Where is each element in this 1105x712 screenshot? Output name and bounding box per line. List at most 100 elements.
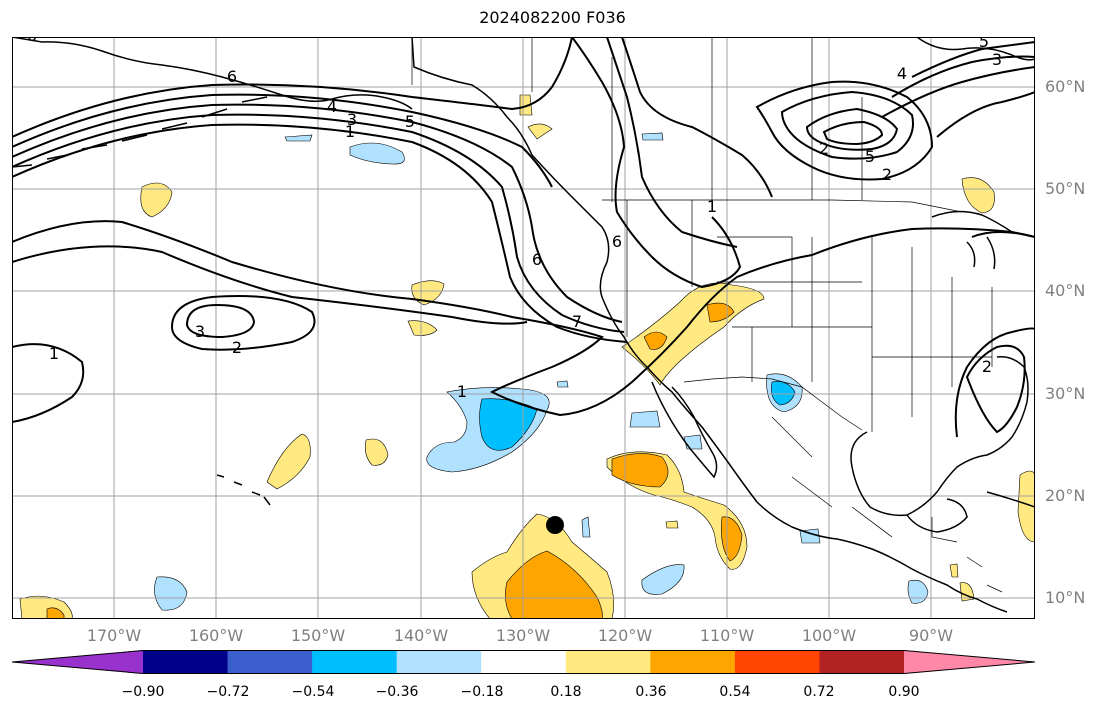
contour-labels: 6 4 3 5 1 6 7 6 5 2 1 3 2 1 2 3 5 4 1 2 … bbox=[27, 37, 1002, 401]
positive-anomaly-patch bbox=[266, 433, 311, 490]
colorbar-tick-label: −0.36 bbox=[375, 684, 419, 700]
graticule bbox=[12, 37, 1035, 619]
negative-anomaly-patch bbox=[284, 134, 313, 142]
colorbar-segment bbox=[481, 650, 567, 674]
longitude-label: 120°W bbox=[597, 626, 653, 645]
negative-anomaly-patch bbox=[771, 381, 796, 406]
contour-label: 6 bbox=[27, 37, 37, 45]
longitude-label: 100°W bbox=[801, 626, 857, 645]
contour-label: 4 bbox=[327, 97, 337, 116]
positive-anomaly-patch bbox=[407, 320, 438, 336]
contour-label: 5 bbox=[405, 112, 415, 131]
contour-line bbox=[954, 231, 1035, 438]
contour-line bbox=[965, 344, 1026, 434]
contour-label: 3 bbox=[347, 110, 357, 129]
contour-label: 5 bbox=[979, 37, 989, 51]
colorbar-tick-label: 0.90 bbox=[888, 684, 920, 700]
colorbar-tick-label: −0.90 bbox=[121, 684, 165, 700]
longitude-label: 130°W bbox=[495, 626, 551, 645]
border-central-america bbox=[931, 517, 1003, 593]
latitude-label: 40°N bbox=[1045, 281, 1086, 300]
latitude-label: 60°N bbox=[1045, 77, 1086, 96]
longitude-label: 140°W bbox=[393, 626, 449, 645]
colorbar-tick-label: 0.36 bbox=[635, 684, 667, 700]
latitude-label: 30°N bbox=[1045, 384, 1086, 403]
contour-line bbox=[891, 55, 1035, 98]
colorbar-segment bbox=[312, 650, 398, 674]
positive-anomaly-patch bbox=[140, 182, 173, 218]
colorbar-extend-high bbox=[904, 650, 1035, 674]
colorbar-segment bbox=[396, 650, 482, 674]
colorbar-tick-label: −0.18 bbox=[460, 684, 504, 700]
negative-anomaly-patch bbox=[581, 516, 591, 538]
longitude-label: 150°W bbox=[290, 626, 346, 645]
contour-label: 3 bbox=[992, 50, 1002, 69]
colorbar bbox=[12, 650, 1035, 674]
contour-line bbox=[12, 343, 85, 423]
longitude-label: 170°W bbox=[86, 626, 142, 645]
contour-line bbox=[780, 90, 914, 160]
contour-label: 2 bbox=[982, 357, 992, 376]
colorbar-tick-label: 0.54 bbox=[719, 684, 751, 700]
colorbar-tick-label: 0.18 bbox=[550, 684, 582, 700]
colorbar-extend-low bbox=[12, 650, 143, 674]
coastline-baja bbox=[651, 381, 718, 479]
contour-label: 2 bbox=[819, 139, 829, 158]
contour-label: 2 bbox=[882, 165, 892, 184]
contour-line bbox=[755, 80, 934, 181]
border-canada-provinces bbox=[531, 37, 863, 202]
contour-line bbox=[805, 107, 899, 151]
contour-label: 6 bbox=[227, 67, 237, 86]
contour-line bbox=[571, 37, 742, 289]
negative-anomaly-patch bbox=[556, 380, 569, 388]
contour-line bbox=[822, 120, 884, 146]
colorbar-tick-label: 0.72 bbox=[803, 684, 835, 700]
positive-anomaly-patch bbox=[411, 280, 445, 306]
negative-anomaly-patch bbox=[907, 579, 929, 604]
contour-lines bbox=[12, 37, 1035, 438]
positive-anomaly-patch bbox=[1017, 470, 1035, 543]
latitude-label: 20°N bbox=[1045, 486, 1086, 505]
coastline-great-lakes bbox=[931, 210, 1013, 270]
storm-center-marker bbox=[546, 516, 564, 534]
negative-anomaly-patch bbox=[641, 132, 664, 141]
coastline-yucatan bbox=[906, 498, 968, 533]
contour-label: 1 bbox=[49, 344, 59, 363]
contour-line bbox=[911, 41, 1035, 78]
contour-line bbox=[12, 93, 553, 188]
negative-anomaly-patch bbox=[349, 142, 405, 165]
contour-line bbox=[881, 66, 1035, 118]
contour-label: 2 bbox=[232, 338, 242, 357]
political-borders bbox=[411, 37, 1003, 593]
contour-line bbox=[185, 303, 256, 339]
contour-line bbox=[606, 37, 738, 248]
contour-label: 1 bbox=[457, 382, 467, 401]
positive-anomaly-patch bbox=[527, 123, 553, 140]
negative-anomaly-patch bbox=[683, 434, 703, 450]
negative-anomaly-patch bbox=[629, 410, 661, 428]
colorbar-segment bbox=[143, 650, 229, 674]
positive-anomaly-patch bbox=[611, 453, 669, 488]
negative-anomaly-patch bbox=[641, 564, 685, 595]
border-us-mexico bbox=[683, 376, 863, 431]
positive-anomaly-patch bbox=[505, 550, 603, 619]
coastline-hawaii bbox=[216, 474, 271, 506]
longitude-label: 160°W bbox=[188, 626, 244, 645]
positive-anomaly-patch bbox=[643, 331, 668, 350]
colorbar-tick-label: −0.72 bbox=[206, 684, 250, 700]
contour-line bbox=[12, 37, 573, 138]
border-mexico-states bbox=[771, 416, 893, 538]
map-panel: 6 4 3 5 1 6 7 6 5 2 1 3 2 1 2 3 5 4 1 2 … bbox=[12, 37, 1035, 619]
latitude-label: 10°N bbox=[1045, 588, 1086, 607]
map-frame bbox=[12, 37, 1035, 619]
positive-anomaly-patch bbox=[961, 177, 995, 214]
negative-anomaly-patch bbox=[154, 576, 188, 611]
colorbar-segment bbox=[819, 650, 905, 674]
contour-line bbox=[12, 103, 623, 323]
contour-label: 1 bbox=[707, 197, 717, 216]
contour-line bbox=[621, 37, 773, 198]
positive-anomaly-patch bbox=[665, 520, 679, 529]
colorbar-segment bbox=[227, 650, 313, 674]
positive-anomaly-patch bbox=[364, 438, 389, 466]
coastline-gulf bbox=[850, 355, 1029, 517]
